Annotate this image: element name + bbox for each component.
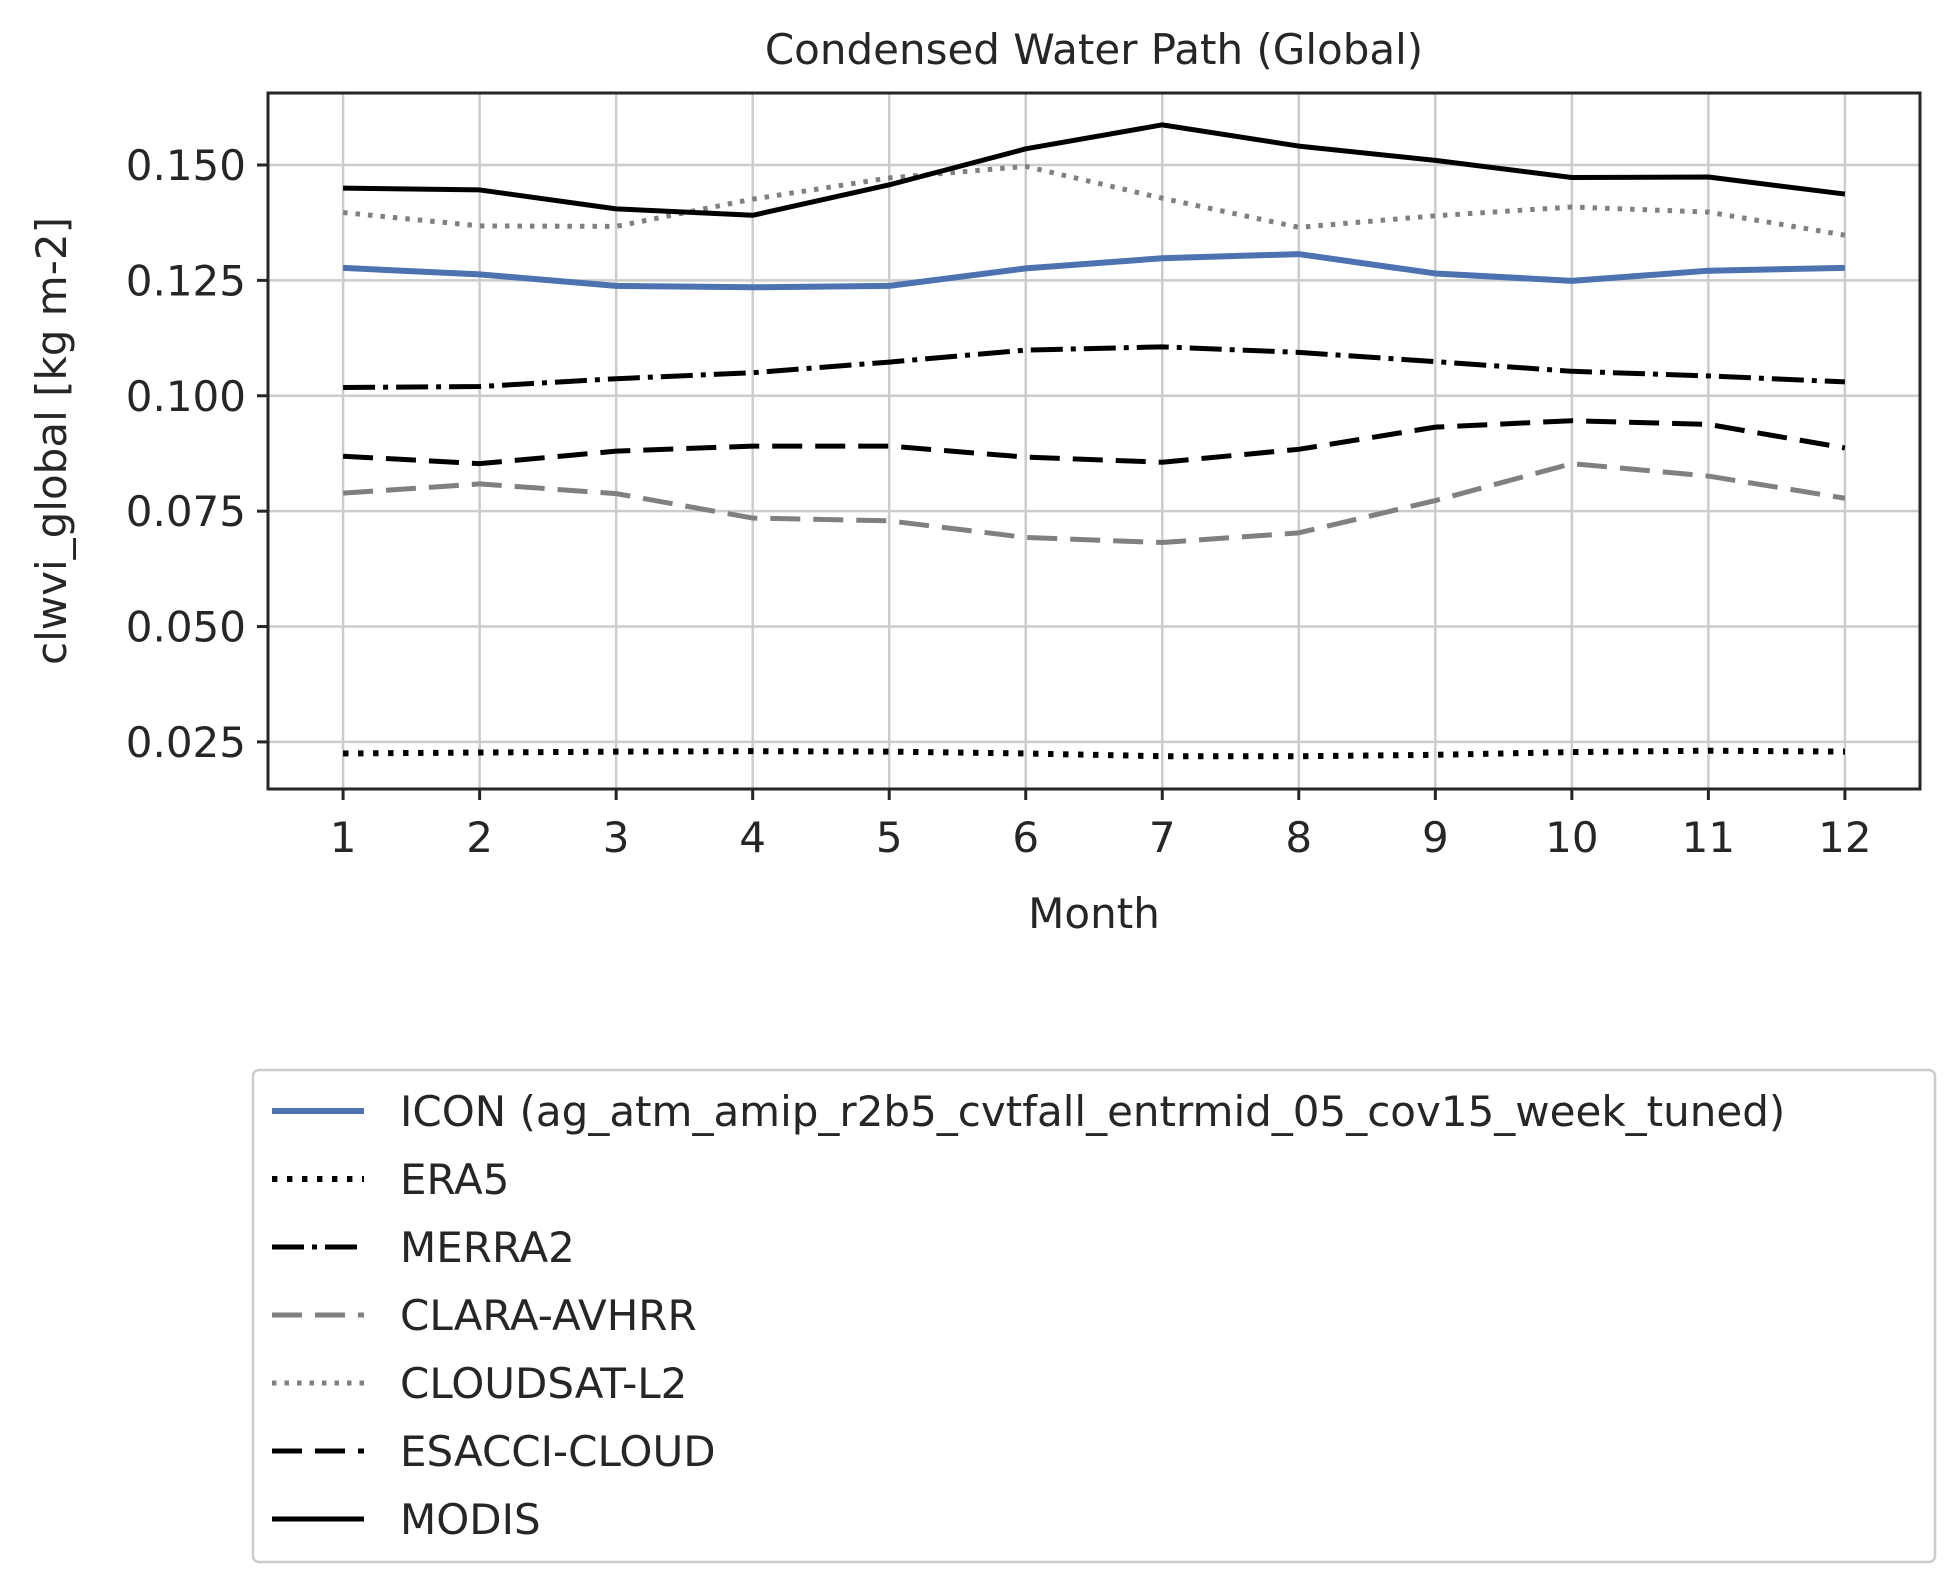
- series-line-era5: [343, 747, 1845, 760]
- y-axis-label: clwvi_global [kg m-2]: [27, 217, 76, 665]
- plot-frame: [266, 91, 1922, 791]
- legend-label: MERRA2: [400, 1223, 575, 1272]
- legend-items: ICON (ag_atm_amip_r2b5_cvtfall_entrmid_0…: [272, 1087, 1785, 1544]
- legend-label: ICON (ag_atm_amip_r2b5_cvtfall_entrmid_0…: [400, 1087, 1785, 1136]
- chart-title: Condensed Water Path (Global): [765, 25, 1423, 74]
- x-tick-label: 10: [1545, 813, 1598, 862]
- legend-label: MODIS: [400, 1495, 541, 1544]
- legend-label: CLARA-AVHRR: [400, 1291, 697, 1340]
- axis-ticks: 1 2 3 4 5 6 7 8 9 10 11 120.0250.0500.0750.1000.125…: [126, 141, 1872, 862]
- y-tick-label: 0.025: [126, 718, 246, 767]
- x-tick-label: 4: [739, 813, 766, 862]
- series-line-merra2: [343, 344, 1846, 390]
- x-tick-label: 6: [1012, 813, 1039, 862]
- legend-label: ESACCI-CLOUD: [400, 1427, 716, 1476]
- legend-label: ERA5: [400, 1155, 509, 1204]
- legend: ICON (ag_atm_amip_r2b5_cvtfall_entrmid_0…: [251, 1068, 1937, 1564]
- x-tick-label: 11: [1682, 813, 1735, 862]
- y-tick-label: 0.075: [126, 487, 246, 536]
- x-tick-label: 12: [1818, 813, 1871, 862]
- legend-label: CLOUDSAT-L2: [400, 1359, 687, 1408]
- series-line-clara-avhrr: [342, 461, 1846, 546]
- x-tick-label: 1: [330, 813, 357, 862]
- y-tick-label: 0.150: [126, 141, 246, 190]
- series-lines: [342, 122, 1846, 760]
- y-tick-label: 0.100: [126, 372, 246, 421]
- x-tick-label: 7: [1149, 813, 1176, 862]
- y-tick-label: 0.050: [126, 603, 246, 652]
- series-line-cloudsat-l2: [342, 163, 1846, 238]
- series-line-icon: [342, 251, 1845, 291]
- x-tick-label: 2: [466, 813, 493, 862]
- x-tick-label: 9: [1422, 813, 1449, 862]
- x-tick-label: 3: [603, 813, 630, 862]
- y-tick-label: 0.125: [126, 256, 246, 305]
- legend-box: [251, 1068, 1937, 1564]
- series-line-modis: [343, 122, 1846, 218]
- x-axis-label: Month: [1028, 889, 1160, 938]
- x-tick-label: 8: [1285, 813, 1312, 862]
- x-tick-label: 5: [876, 813, 903, 862]
- series-line-esacci-cloud: [342, 418, 1846, 467]
